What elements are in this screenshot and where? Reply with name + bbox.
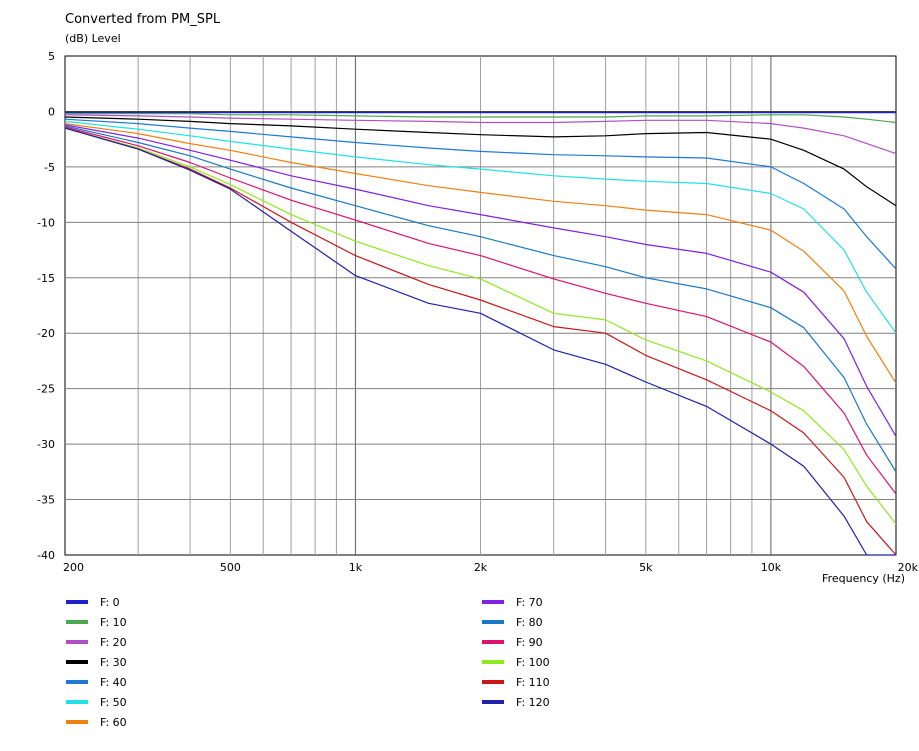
x-tick-label: 2k bbox=[474, 561, 488, 574]
legend-label: F: 80 bbox=[516, 615, 543, 629]
legend-label: F: 100 bbox=[516, 655, 550, 669]
legend-entry: F: 0 bbox=[66, 592, 127, 612]
legend-swatch bbox=[66, 620, 88, 624]
y-tick-label: -10 bbox=[37, 216, 55, 229]
legend-entry: F: 70 bbox=[482, 592, 550, 612]
legend-label: F: 110 bbox=[516, 675, 550, 689]
y-tick-label: -15 bbox=[37, 272, 55, 285]
legend-swatch bbox=[66, 640, 88, 644]
legend-swatch bbox=[66, 720, 88, 724]
legend-label: F: 20 bbox=[100, 635, 127, 649]
legend-entry: F: 30 bbox=[66, 652, 127, 672]
series-line-f-60 bbox=[64, 123, 897, 384]
legend-swatch bbox=[66, 600, 88, 604]
y-tick-label: -20 bbox=[37, 327, 55, 340]
y-tick-label: 0 bbox=[48, 105, 55, 118]
y-tick-label: -40 bbox=[37, 549, 55, 562]
y-tick-label: -30 bbox=[37, 438, 55, 451]
y-axis-label: (dB) Level bbox=[65, 32, 121, 45]
x-tick-label: 10k bbox=[761, 561, 782, 574]
legend-swatch bbox=[482, 600, 504, 604]
x-tick-label: 20k bbox=[898, 561, 919, 574]
legend-column-2: F: 70 F: 80 F: 90 F: 100 F: 110 F: 120 bbox=[482, 592, 550, 712]
x-tick-label: 1k bbox=[349, 561, 363, 574]
legend-swatch bbox=[482, 640, 504, 644]
series-line-f-110 bbox=[64, 127, 897, 556]
legend-label: F: 70 bbox=[516, 595, 543, 609]
legend-label: F: 30 bbox=[100, 655, 127, 669]
y-tick-label: -35 bbox=[37, 494, 55, 507]
legend-entry: F: 90 bbox=[482, 632, 550, 652]
x-tick-label: 500 bbox=[220, 561, 241, 574]
legend-swatch bbox=[482, 700, 504, 704]
y-gridlines bbox=[65, 110, 896, 501]
series-lines bbox=[64, 111, 897, 556]
series-line-f-80 bbox=[64, 125, 897, 473]
legend-label: F: 0 bbox=[100, 595, 120, 609]
legend-entry: F: 120 bbox=[482, 692, 550, 712]
y-tick-labels: 5 0 -5 -10 -15 -20 -25 -30 -35 -40 bbox=[37, 50, 55, 562]
legend-entry: F: 110 bbox=[482, 672, 550, 692]
legend-swatch bbox=[66, 700, 88, 704]
y-tick-label: -5 bbox=[44, 161, 55, 174]
legend-entry: F: 100 bbox=[482, 652, 550, 672]
series-line-f-120 bbox=[64, 127, 896, 556]
legend-swatch bbox=[66, 660, 88, 664]
legend-label: F: 120 bbox=[516, 695, 550, 709]
legend-label: F: 10 bbox=[100, 615, 127, 629]
series-line-f-20 bbox=[64, 114, 897, 155]
legend-entry: F: 20 bbox=[66, 632, 127, 652]
y-tick-label: 5 bbox=[48, 50, 55, 63]
legend-swatch bbox=[66, 680, 88, 684]
x-tick-label: 200 bbox=[63, 561, 84, 574]
y-tick-label: -25 bbox=[37, 383, 55, 396]
legend-swatch bbox=[482, 660, 504, 664]
x-tick-label: 5k bbox=[639, 561, 653, 574]
legend-entry: F: 40 bbox=[66, 672, 127, 692]
series-line-f-70 bbox=[64, 124, 897, 437]
chart-title: Converted from PM_SPL bbox=[65, 12, 221, 27]
legend-label: F: 40 bbox=[100, 675, 127, 689]
series-line-f-40 bbox=[64, 118, 897, 270]
series-line-f-90 bbox=[64, 126, 897, 495]
legend-entry: F: 80 bbox=[482, 612, 550, 632]
legend-label: F: 90 bbox=[516, 635, 543, 649]
series-line-f-10 bbox=[65, 113, 897, 124]
legend-swatch bbox=[482, 620, 504, 624]
legend-entry: F: 10 bbox=[66, 612, 127, 632]
series-line-f-100 bbox=[64, 127, 897, 525]
x-tick-labels: 200 500 1k 2k 5k 10k 20k bbox=[63, 561, 919, 574]
series-line-f-50 bbox=[64, 120, 897, 334]
legend-entry: F: 60 bbox=[66, 712, 127, 732]
x-gridlines bbox=[137, 56, 772, 555]
legend-swatch bbox=[482, 680, 504, 684]
x-axis-label: Frequency (Hz) bbox=[822, 572, 905, 585]
legend-column-1: F: 0 F: 10 F: 20 F: 30 F: 40 F: 50 F: 60 bbox=[66, 592, 127, 732]
series-line-f-30 bbox=[64, 116, 897, 207]
legend-label: F: 50 bbox=[100, 695, 127, 709]
legend-entry: F: 50 bbox=[66, 692, 127, 712]
legend-label: F: 60 bbox=[100, 715, 127, 729]
